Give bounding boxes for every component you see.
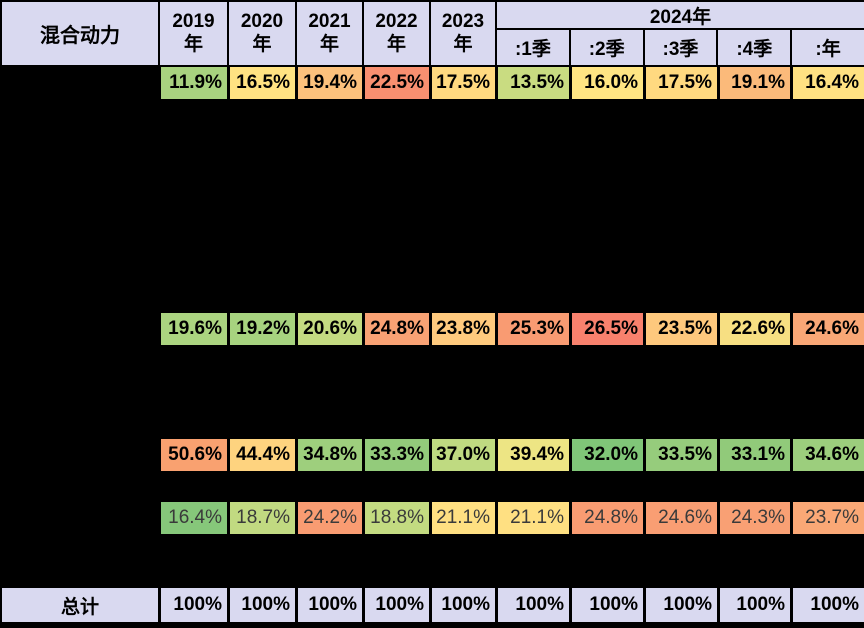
redacted-row-label [0,502,158,534]
data-cell-r0-c5[interactable]: 13.5% [495,67,569,99]
redacted-region [0,99,864,313]
quarter-header-2[interactable]: :3季 [644,30,717,65]
data-cell-r0-c7[interactable]: 17.5% [643,67,717,99]
data-cell-r1-c2[interactable]: 20.6% [295,313,362,345]
data-cell-r1-c4[interactable]: 23.8% [429,313,495,345]
total-row: 总计 100% 100% 100% 100% 100% 100% 100% 100% 100% 1… [0,588,864,622]
data-cell-r0-c2[interactable]: 19.4% [295,67,362,99]
data-cell-r2-c4[interactable]: 37.0% [429,439,495,471]
total-cell-8[interactable]: 100% [717,588,790,622]
data-cell-r2-c5[interactable]: 39.4% [495,439,569,471]
data-cell-r3-c0[interactable]: 16.4% [158,502,227,534]
data-cell-r1-c0[interactable]: 19.6% [158,313,227,345]
data-cell-r3-c1[interactable]: 18.7% [227,502,295,534]
redacted-region [0,534,864,586]
total-cell-0[interactable]: 100% [158,588,227,622]
data-cell-r0-c8[interactable]: 19.1% [717,67,790,99]
data-cell-r0-c6[interactable]: 16.0% [569,67,643,99]
data-cell-r2-c3[interactable]: 33.3% [362,439,429,471]
data-cell-r3-c5[interactable]: 21.1% [495,502,569,534]
group-2024-label[interactable]: 2024年 [497,2,864,28]
total-cell-5[interactable]: 100% [495,588,569,622]
data-cell-r2-c7[interactable]: 33.5% [643,439,717,471]
quarter-header-4[interactable]: :年 [792,30,864,65]
data-cell-r2-c1[interactable]: 44.4% [227,439,295,471]
data-row-3: 16.4% 18.7% 24.2% 18.8% 21.1% 21.1% 24.8% 24.6%… [0,502,864,534]
data-cell-r2-c8[interactable]: 33.1% [717,439,790,471]
data-cell-r1-c9[interactable]: 24.6% [790,313,864,345]
data-row-0: 11.9% 16.5% 19.4% 22.5% 17.5% 13.5% 16.0% 17.5%… [0,67,864,99]
quarter-header-1[interactable]: :2季 [570,30,643,65]
data-cell-r1-c1[interactable]: 19.2% [227,313,295,345]
table-header: 混合动力 2019 年 2020 年 2021 年 2022 年 2023 年 2024年 :1季… [0,0,864,65]
data-cell-r3-c7[interactable]: 24.6% [643,502,717,534]
data-cell-r0-c1[interactable]: 16.5% [227,67,295,99]
year-header-4[interactable]: 2023 年 [431,2,495,65]
year-header-1[interactable]: 2020 年 [229,2,295,65]
data-cell-r0-c4[interactable]: 17.5% [429,67,495,99]
total-cell-2[interactable]: 100% [295,588,362,622]
data-cell-r1-c6[interactable]: 26.5% [569,313,643,345]
redacted-row-label [0,67,158,99]
data-cell-r1-c5[interactable]: 25.3% [495,313,569,345]
total-cell-7[interactable]: 100% [643,588,717,622]
total-row-label[interactable]: 总计 [0,588,158,622]
total-cell-6[interactable]: 100% [569,588,643,622]
data-cell-r0-c3[interactable]: 22.5% [362,67,429,99]
data-cell-r0-c9[interactable]: 16.4% [790,67,864,99]
year-headers: 2019 年 2020 年 2021 年 2022 年 2023 年 [158,0,495,65]
data-cell-r0-c0[interactable]: 11.9% [158,67,227,99]
total-cell-1[interactable]: 100% [227,588,295,622]
total-cell-9[interactable]: 100% [790,588,864,622]
quarter-header-3[interactable]: :4季 [718,30,791,65]
data-cell-r2-c9[interactable]: 34.6% [790,439,864,471]
data-cell-r3-c3[interactable]: 18.8% [362,502,429,534]
data-row-2: 50.6% 44.4% 34.8% 33.3% 37.0% 39.4% 32.0% 33.5%… [0,439,864,471]
quarter-header-0[interactable]: :1季 [497,30,569,65]
data-cell-r2-c0[interactable]: 50.6% [158,439,227,471]
data-row-1: 19.6% 19.2% 20.6% 24.8% 23.8% 25.3% 26.5% 23.5%… [0,313,864,345]
data-cell-r2-c2[interactable]: 34.8% [295,439,362,471]
corner-header[interactable]: 混合动力 [2,2,158,65]
total-cell-3[interactable]: 100% [362,588,429,622]
redacted-region [0,345,864,439]
group-2024: 2024年 :1季:2季:3季:4季:年 [497,0,864,65]
year-header-0[interactable]: 2019 年 [160,2,227,65]
data-cell-r2-c6[interactable]: 32.0% [569,439,643,471]
data-cell-r3-c6[interactable]: 24.8% [569,502,643,534]
total-cell-4[interactable]: 100% [429,588,495,622]
year-header-3[interactable]: 2022 年 [364,2,429,65]
data-cell-r1-c3[interactable]: 24.8% [362,313,429,345]
data-cell-r3-c9[interactable]: 23.7% [790,502,864,534]
quarter-headers: :1季:2季:3季:4季:年 [497,30,864,65]
redacted-region [0,471,864,502]
year-header-2[interactable]: 2021 年 [297,2,362,65]
redacted-row-label [0,439,158,471]
data-cell-r1-c8[interactable]: 22.6% [717,313,790,345]
redacted-row-label [0,313,158,345]
data-cell-r3-c2[interactable]: 24.2% [295,502,362,534]
data-cell-r1-c7[interactable]: 23.5% [643,313,717,345]
data-cell-r3-c8[interactable]: 24.3% [717,502,790,534]
data-cell-r3-c4[interactable]: 21.1% [429,502,495,534]
